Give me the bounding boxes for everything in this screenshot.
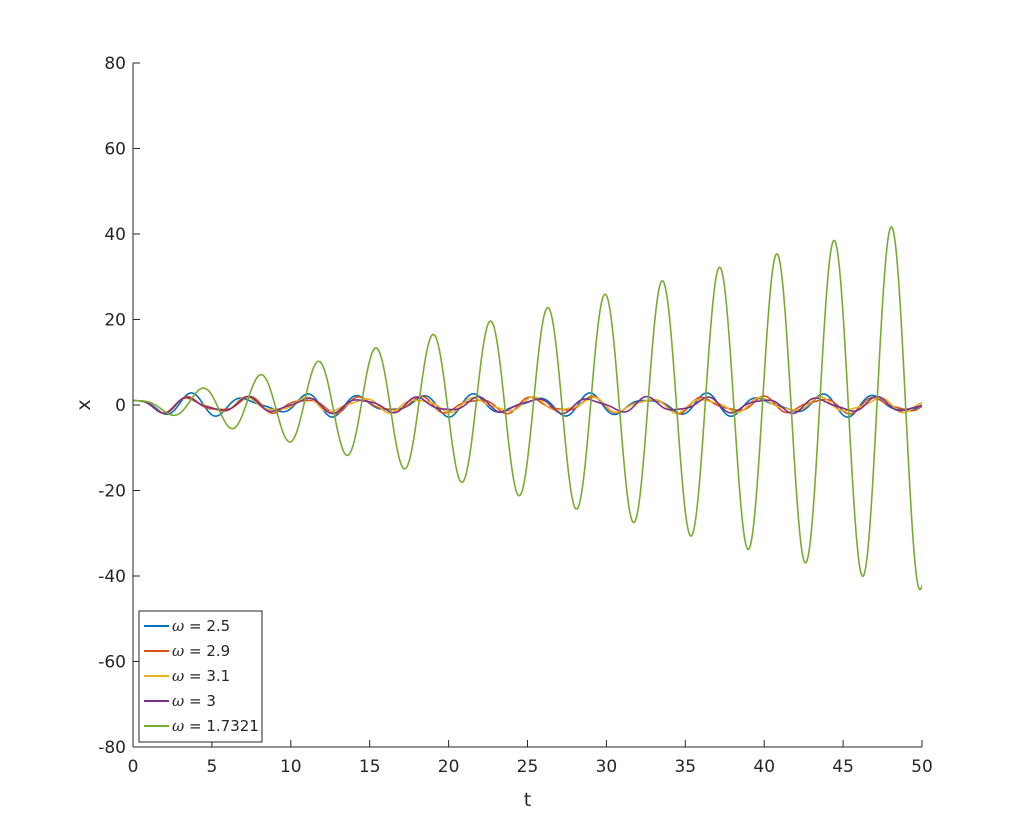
series-line-5 <box>133 226 922 591</box>
x-tick-label: 40 <box>753 757 775 777</box>
y-tick-label: -40 <box>98 567 126 587</box>
legend: ω = 2.5 ω = 2.9 ω = 3.1 ω = 3 ω = 1.7321 <box>138 610 263 743</box>
x-tick-label: 45 <box>832 757 854 777</box>
y-tick-label: 0 <box>115 396 126 416</box>
y-tick-label: 20 <box>104 311 126 331</box>
y-tick-label: -60 <box>98 653 126 673</box>
x-tick-label: 25 <box>517 757 539 777</box>
y-axis-label: x <box>73 399 95 410</box>
x-tick-label: 35 <box>674 757 696 777</box>
y-tick-label: 80 <box>104 54 126 74</box>
x-tick-label: 0 <box>128 757 139 777</box>
y-tick-label: 60 <box>104 140 126 160</box>
x-tick-label: 30 <box>596 757 618 777</box>
legend-entry-label: ω = 1.7321 <box>172 717 259 735</box>
series-line-4 <box>133 395 922 415</box>
x-axis-label: t <box>524 789 531 811</box>
x-tick-label: 10 <box>280 757 302 777</box>
y-tick-label: -20 <box>98 482 126 502</box>
x-tick-label: 5 <box>206 757 217 777</box>
y-tick-label: 40 <box>104 225 126 245</box>
legend-entry-label: ω = 3.1 <box>172 667 230 685</box>
legend-entry-label: ω = 2.5 <box>172 617 230 635</box>
ticks: 0 5 10 15 20 25 30 35 40 45 50 -80 -60 -40 -20 0 20 40 60 8… <box>98 54 933 777</box>
x-tick-label: 50 <box>911 757 933 777</box>
legend-entry-label: ω = 2.9 <box>172 642 230 660</box>
x-tick-label: 15 <box>359 757 381 777</box>
plot-lines <box>133 226 922 591</box>
y-tick-label: -80 <box>98 738 126 758</box>
legend-entry-label: ω = 3 <box>172 692 216 710</box>
x-tick-label: 20 <box>438 757 460 777</box>
